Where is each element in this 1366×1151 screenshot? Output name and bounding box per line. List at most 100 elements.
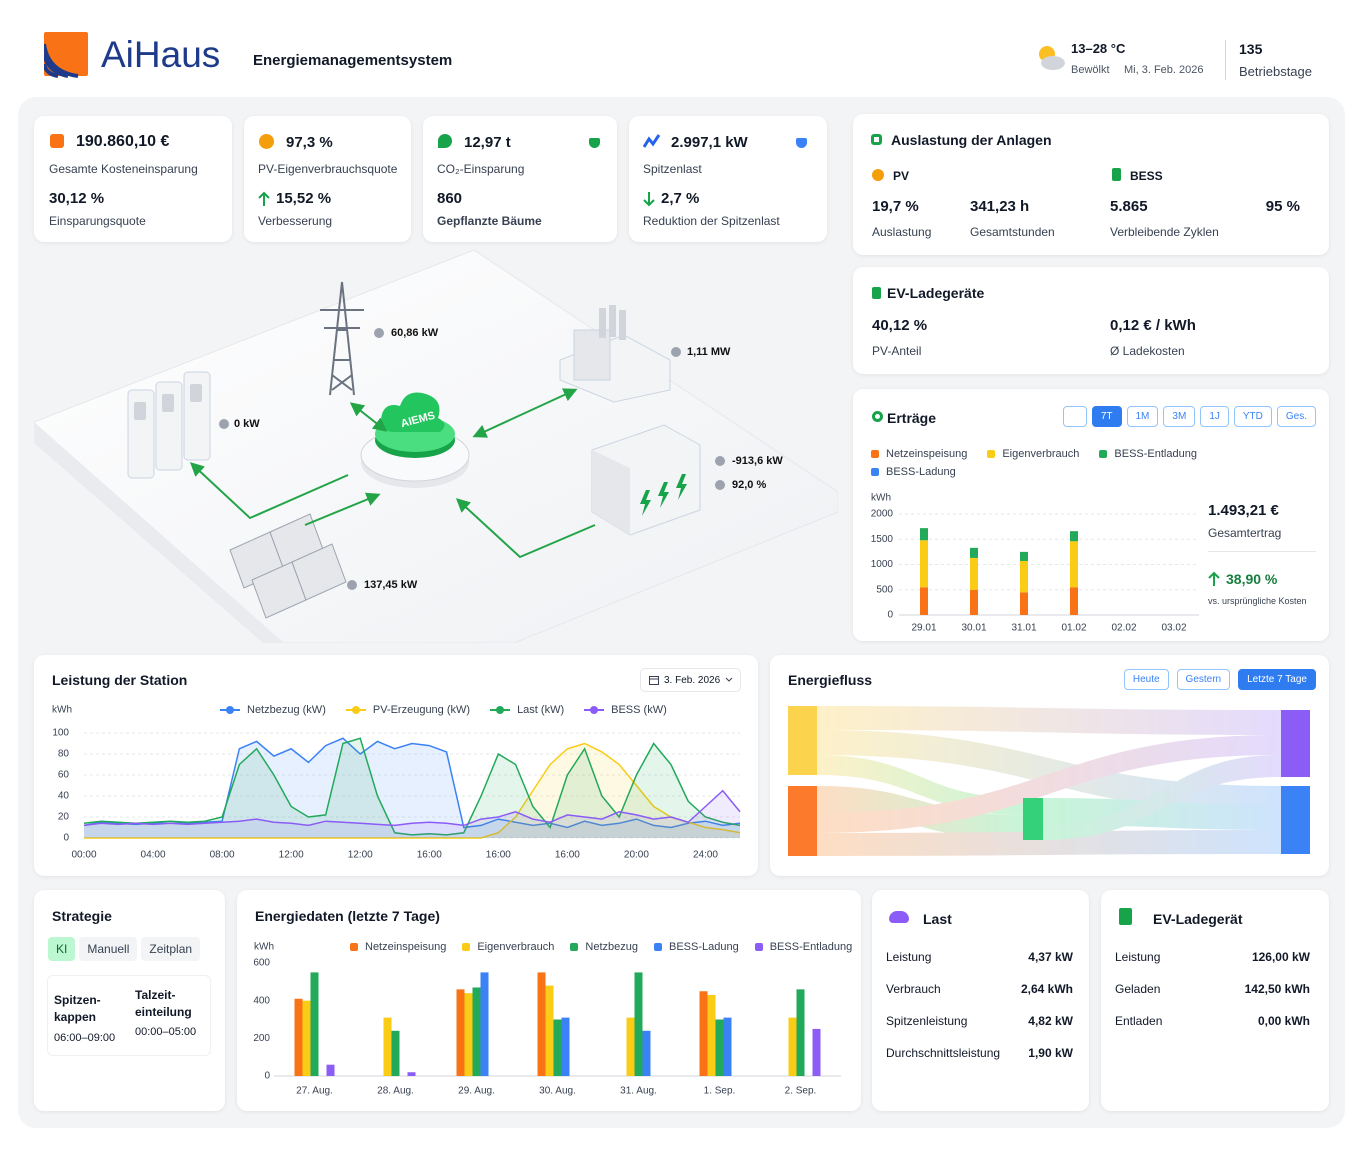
pv-power: 137,45 kW	[364, 579, 418, 591]
legend-swatch	[754, 943, 763, 951]
pv-utilization: 19,7 %	[872, 198, 919, 215]
change: 38,90 %	[1226, 571, 1278, 587]
tab[interactable]: Zeitplan	[141, 937, 201, 961]
strategy-time: 06:00–09:00	[54, 1032, 116, 1044]
tab[interactable]: KI	[48, 937, 76, 961]
kpi-sub-value: 15,52 %	[276, 190, 332, 207]
area	[84, 790, 740, 838]
bar	[326, 1064, 335, 1076]
tab[interactable]: Ges.	[1276, 406, 1316, 427]
y-tick-label: 80	[58, 749, 70, 760]
x-tick-label: 12:00	[279, 850, 304, 861]
node	[788, 706, 817, 775]
legend: Netzeinspeisung Eigenverbrauch Netzbezug BE…	[350, 941, 852, 953]
total-yield-label: Gesamtertrag	[1208, 526, 1282, 540]
flows	[817, 706, 1281, 856]
strategy-card: Strategie KI Manuell Zeitplan Spitzen-kapp…	[34, 890, 225, 1111]
flow	[817, 830, 1281, 856]
tab-icon[interactable]: ​	[1062, 406, 1087, 427]
energy-flow-card: Energiefluss Heute Gestern Letzte 7 Tage	[770, 655, 1329, 876]
kpi-card: 190.860,10 € Gesamte Kosteneinsparung 30…	[34, 116, 232, 242]
card-title: Leistung der Station	[52, 672, 188, 688]
card-title: Erträge	[887, 410, 937, 426]
area	[84, 743, 740, 838]
card-title: Energiefluss	[788, 672, 873, 688]
bar-segment	[970, 557, 978, 590]
platform-edge	[34, 422, 284, 643]
x-tick-label: 30.01	[961, 623, 986, 634]
x-tick-label: 1. Sep.	[704, 1086, 736, 1097]
tab[interactable]: 3M	[1163, 406, 1196, 427]
bess-name: BESS	[1130, 169, 1163, 183]
tab[interactable]: Heute	[1123, 669, 1169, 690]
tab[interactable]: Manuell	[79, 937, 138, 961]
row-label: Entladen	[1115, 1014, 1163, 1028]
bar	[561, 1017, 570, 1076]
divider	[1208, 551, 1316, 552]
date-picker[interactable]: 3. Feb. 2026	[640, 668, 741, 692]
kpi-label: Gesamte Kosteneinsparung	[49, 162, 198, 176]
x-tick-label: 16:00	[486, 850, 511, 861]
row-value: 142,50 kWh	[1244, 982, 1310, 996]
legend-marker	[590, 706, 599, 714]
tab[interactable]: 1M	[1126, 406, 1159, 427]
bar	[642, 1030, 651, 1076]
icon	[889, 911, 909, 923]
battery-container	[591, 424, 701, 536]
y-tick-label: 1500	[871, 534, 894, 545]
bar-segment	[970, 547, 978, 558]
bar	[294, 998, 303, 1076]
bar-segment	[1070, 587, 1078, 615]
bar	[545, 985, 554, 1076]
bar	[391, 1030, 400, 1076]
ev-chargers-card: EV-Ladegeräte 40,12 % PV-Anteil 0,12 € /…	[853, 267, 1329, 374]
tab[interactable]: 1J	[1200, 406, 1229, 427]
line	[83, 789, 741, 827]
y-tick-label: 40	[58, 791, 70, 802]
row: Geladen 142,50 kWh	[1115, 982, 1310, 996]
legend: Netzeinspeisung Eigenverbrauch BESS-Entlad…	[871, 448, 1251, 478]
bar-segment	[920, 587, 928, 615]
arrow-up	[1208, 571, 1220, 586]
y-tick-label: 400	[253, 995, 270, 1006]
y-axis-label: kWh	[52, 705, 72, 716]
legend-label: PV-Erzeugung (kW)	[372, 704, 471, 716]
tab[interactable]: YTD	[1233, 406, 1272, 427]
legend: Netzbezug (kW) PV-Erzeugung (kW) Last (kW)…	[220, 704, 667, 716]
legend-swatch	[462, 943, 471, 951]
strategy-name: Spitzen-kappen	[54, 993, 101, 1024]
row-value: 4,37 kW	[1028, 950, 1073, 964]
strategy-tabs: KI Manuell Zeitplan	[48, 937, 201, 961]
x-tick-label: 29. Aug.	[458, 1086, 495, 1097]
tab[interactable]: 7T	[1091, 406, 1122, 427]
kpi-card: 97,3 % PV-Eigenverbrauchsquote 15,52 % V…	[244, 116, 411, 242]
date-value: 3. Feb. 2026	[664, 674, 721, 686]
sankey	[788, 706, 1310, 856]
change-label: vs. ursprüngliche Kosten	[1208, 596, 1307, 606]
temperature: 13–28 °C	[1071, 41, 1126, 56]
flow	[817, 735, 1281, 833]
legend-swatch	[570, 943, 579, 951]
legend-item: PV-Erzeugung (kW)	[345, 704, 471, 716]
node	[1281, 786, 1310, 854]
tab[interactable]: Letzte 7 Tage	[1238, 669, 1316, 690]
node	[788, 786, 817, 856]
legend-label: Eigenverbrauch	[1002, 448, 1080, 460]
bar	[796, 989, 805, 1076]
bar-segment	[1070, 531, 1078, 542]
row-value: 2,64 kWh	[1020, 982, 1073, 996]
row: Verbrauch 2,64 kWh	[886, 982, 1073, 996]
energy-data-card: Energiedaten (letzte 7 Tage) Netzeinspei…	[237, 890, 861, 1111]
operating-days: 135	[1239, 41, 1263, 57]
tab[interactable]: Gestern	[1176, 669, 1231, 690]
bar	[626, 1017, 635, 1076]
legend-swatch	[350, 943, 358, 951]
card-title: EV-Ladegerät	[1153, 911, 1243, 927]
utilization-card: Auslastung der Anlagen PV 19,7 % Auslast…	[853, 114, 1329, 255]
total-yield: 1.493,21 €	[1208, 502, 1279, 519]
grid-power: 60,86 kW	[391, 327, 439, 339]
legend-label: BESS-Ladung	[669, 941, 739, 953]
pv-utilization-label: Auslastung	[872, 225, 932, 239]
icon	[872, 287, 881, 299]
